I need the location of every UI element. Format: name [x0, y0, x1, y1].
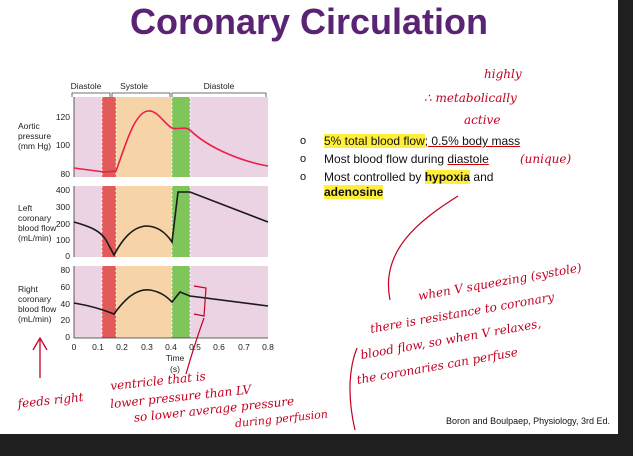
left-note: feeds right ventricle that is lower pres…	[16, 369, 329, 430]
x-axis-label-units: (s)	[170, 364, 180, 374]
hypoxia-word: hypoxia	[424, 170, 471, 184]
tick-left-0: 0	[65, 251, 70, 261]
bullet-item-3: o Most controlled by hypoxia and adenosi…	[300, 170, 600, 200]
phase-header: Diastole Systole Diastole	[71, 81, 267, 97]
top-right-note: highly ∴ metabolically active	[424, 67, 522, 127]
tick-left-300: 300	[56, 202, 70, 212]
slide: Coronary Circulation Diastole Systole Di…	[0, 0, 618, 434]
right-coronary-trace	[73, 289, 269, 315]
bullet-marker: o	[300, 171, 307, 183]
bullet-list: o 5% total blood flow; 0.5% body mass o …	[300, 134, 600, 203]
phase-label-diastole-1: Diastole	[71, 81, 102, 91]
controlled-lead-text: Most controlled by	[324, 170, 425, 184]
x-tick-0: 0	[72, 342, 77, 352]
coronary-flow-figure: Diastole Systole Diastole	[18, 81, 275, 374]
left-coronary-trace	[73, 191, 269, 257]
panel-labels: Aortic pressure (mm Hg) Left coronary bl…	[18, 121, 57, 324]
body-mass-text: ; 0.5% body mass	[424, 134, 521, 148]
adenosine-word: adenosine	[324, 185, 384, 199]
diastole-lead-text: Most blood flow during	[324, 152, 448, 166]
right-window-edge	[618, 0, 633, 456]
aortic-label-2: pressure	[18, 131, 51, 141]
right-label-1: Right	[18, 284, 38, 294]
left-label-1: Left	[18, 203, 33, 213]
left-label-4: (mL/min)	[18, 233, 52, 243]
x-tick-0.3: 0.3	[141, 342, 153, 352]
pointer-line-icon	[387, 195, 459, 301]
aortic-pressure-panel	[73, 97, 269, 177]
bullet-marker: o	[300, 135, 307, 147]
connector-line-icon	[185, 317, 205, 375]
tick-left-400: 400	[56, 185, 70, 195]
right-label-3: blood flow	[18, 304, 57, 314]
aortic-label-1: Aortic	[18, 121, 40, 131]
tick-right-20: 20	[61, 315, 71, 325]
tick-aortic-120: 120	[56, 112, 70, 122]
tick-left-200: 200	[56, 219, 70, 229]
tick-right-60: 60	[61, 282, 71, 292]
bracket-icon	[193, 285, 207, 317]
phase-label-systole: Systole	[120, 81, 148, 91]
left-label-2: coronary	[18, 213, 52, 223]
x-tick-0.8: 0.8	[262, 342, 274, 352]
note-active: active	[464, 113, 500, 127]
bullet-marker: o	[300, 153, 307, 165]
up-arrow-icon	[32, 336, 48, 378]
x-tick-0.2: 0.2	[116, 342, 128, 352]
tick-aortic-100: 100	[56, 140, 70, 150]
tick-aortic-80: 80	[61, 169, 71, 179]
handwritten-annotations: highly ∴ metabolically active (unique) w…	[16, 67, 583, 431]
note-unique: (unique)	[520, 152, 571, 166]
left-brace-icon	[349, 347, 358, 431]
x-tick-0.6: 0.6	[213, 342, 225, 352]
diastole-word: diastole	[447, 152, 489, 166]
aortic-label-3: (mm Hg)	[18, 141, 51, 151]
and-text: and	[470, 170, 494, 184]
tick-right-0: 0	[65, 332, 70, 342]
note-line-1: when V squeezing (systole)	[417, 260, 583, 303]
x-tick-0.7: 0.7	[238, 342, 250, 352]
bullet-item-2: o Most blood flow during diastole	[300, 152, 600, 167]
note-highly: highly	[484, 67, 522, 81]
phase-label-diastole-2: Diastole	[204, 81, 235, 91]
slide-title: Coronary Circulation	[129, 1, 489, 42]
note-metabolically: ∴ metabolically	[424, 91, 517, 105]
right-label-2: coronary	[18, 294, 52, 304]
tick-left-100: 100	[56, 235, 70, 245]
bullet-item-1: o 5% total blood flow; 0.5% body mass	[300, 134, 600, 149]
tick-right-80: 80	[61, 265, 71, 275]
bottom-window-edge	[0, 434, 633, 456]
note-feeds-right: feeds right	[16, 390, 84, 411]
aortic-pressure-trace	[73, 110, 269, 173]
x-tick-0.5: 0.5	[189, 342, 201, 352]
right-coronary-panel	[73, 266, 269, 339]
x-tick-0.4: 0.4	[165, 342, 177, 352]
tick-right-40: 40	[61, 299, 71, 309]
x-tick-0.1: 0.1	[92, 342, 104, 352]
left-label-3: blood flow	[18, 223, 57, 233]
left-coronary-panel	[73, 186, 269, 257]
right-label-4: (mL/min)	[18, 314, 52, 324]
highlight-total-flow: 5% total blood flow	[324, 134, 425, 148]
y-ticks: 120 100 80 400 300 200 100 0 80 60 40 20…	[56, 112, 70, 342]
x-ticks: 0 0.1 0.2 0.3 0.4 0.5 0.6 0.7 0.8 Time (…	[72, 342, 275, 374]
arrow-note: when V squeezing (systole) there is resi…	[356, 260, 583, 387]
x-axis-label-time: Time	[166, 353, 185, 363]
citation: Boron and Boulpaep, Physiology, 3rd Ed.	[446, 416, 610, 426]
